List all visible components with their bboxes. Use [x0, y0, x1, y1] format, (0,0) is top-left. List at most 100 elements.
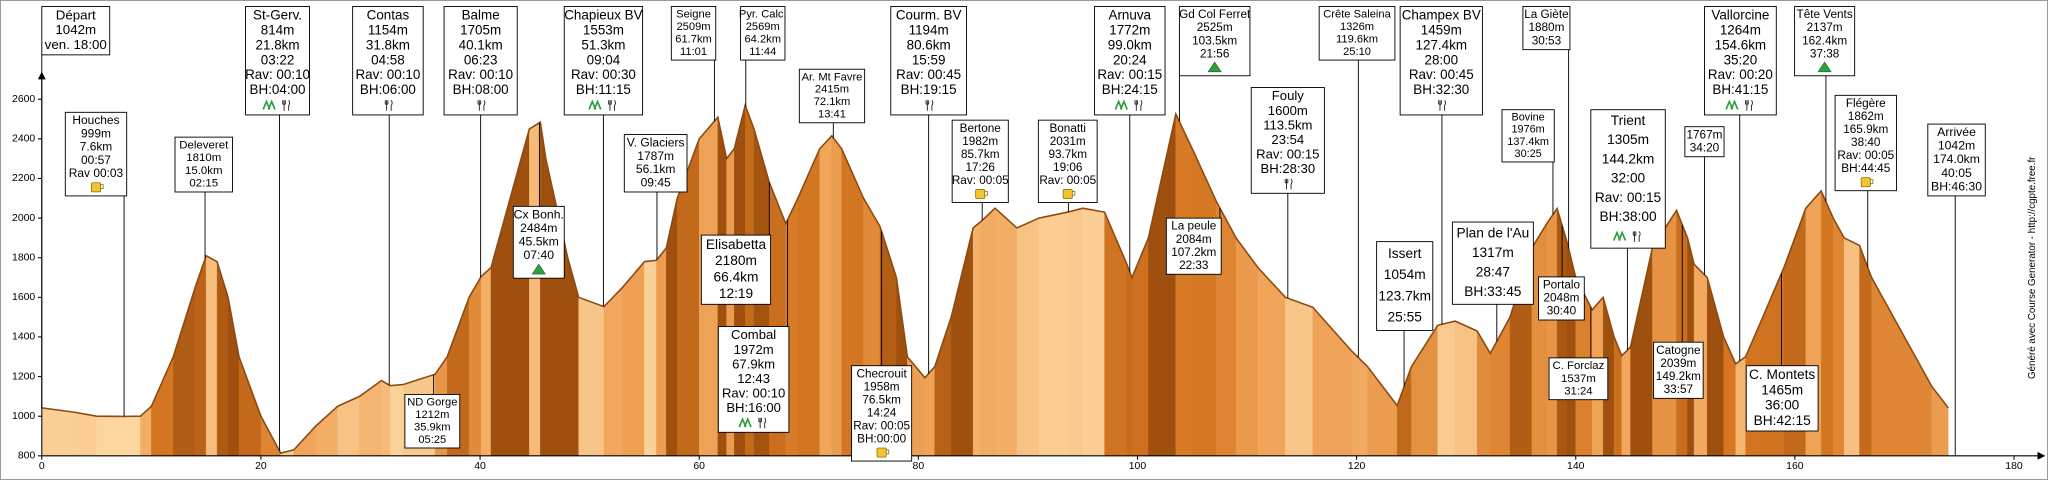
annotation-text: Seigne	[676, 9, 711, 21]
annotation-text: Bovine	[1512, 112, 1545, 124]
profile-segment	[480, 267, 492, 457]
annotation-text: Combal	[731, 327, 776, 342]
annotation-text: 127.4km	[1416, 37, 1467, 52]
annotation-text: 12:19	[719, 286, 753, 301]
annotation-box	[1094, 6, 1166, 116]
annotation-text: 72.1km	[814, 96, 851, 108]
annotation-box	[798, 68, 866, 124]
annotation-text: St-Gerv.	[253, 7, 302, 22]
annotation-box	[1399, 6, 1483, 116]
annotation-text: 37:38	[1810, 47, 1840, 60]
annotation-text: Balme	[462, 7, 500, 22]
annotation-text: 149.2km	[1656, 370, 1701, 383]
annotation-text: 45.5km	[519, 235, 559, 249]
annotation-box	[1653, 341, 1704, 399]
annotation-text: 1705m	[460, 22, 501, 37]
y-tick-label: 2000	[12, 213, 35, 224]
annotation-text: Rav: 00:10	[722, 385, 785, 400]
annotation-text: BH:04:00	[250, 82, 306, 97]
annotation-text: 162.4km	[1802, 34, 1847, 47]
profile-segment	[74, 412, 97, 457]
annotation-text: 32:00	[1611, 171, 1646, 186]
annotation-text: Elisabetta	[706, 237, 767, 252]
profile-segment	[124, 416, 141, 457]
annotation-box	[1704, 6, 1777, 116]
profile-segment	[468, 275, 482, 457]
annotation-text: Crête Saleina	[1323, 9, 1391, 21]
drink-icon-handle	[1870, 179, 1874, 184]
y-tick-label: 2200	[12, 173, 35, 184]
profile-segment	[1621, 346, 1631, 457]
profile-segment	[1820, 190, 1834, 457]
annotation-text: 1958m	[864, 380, 900, 393]
annotation-text: 1810m	[186, 152, 221, 164]
profile-segment	[1082, 207, 1105, 457]
annotation-text: 80.6km	[907, 37, 951, 52]
y-tick-label: 1200	[12, 371, 35, 382]
annotation-text: Flégère	[1846, 97, 1886, 110]
annotation-text: 09:45	[641, 176, 671, 190]
annotation-text: Houches	[72, 113, 119, 127]
annotation-text: 34:20	[1690, 141, 1720, 154]
annotation-text: Chapieux BV	[564, 7, 642, 22]
profile-segment	[797, 148, 820, 457]
annotation-text: 85.7km	[961, 148, 1000, 161]
annotation-text: Checrouit	[856, 367, 907, 380]
fork-icon	[282, 100, 291, 111]
grass-icon	[1612, 230, 1627, 241]
annotation-text: 1767m	[1686, 128, 1722, 141]
profile-segment	[831, 135, 842, 457]
annotation-text: 999m	[81, 126, 111, 140]
profile-segment	[1352, 351, 1368, 457]
annotation-text: 23:54	[1271, 132, 1304, 147]
annotation-text: Départ	[56, 7, 96, 22]
fork-icon	[925, 100, 934, 111]
annotation-text: BH:19:15	[901, 82, 957, 97]
x-tick-label: 120	[1348, 461, 1366, 472]
annotation-text: 1976m	[1512, 124, 1545, 136]
annotation-text: 13:41	[818, 109, 846, 121]
annotation-text: 19:06	[1053, 161, 1083, 174]
annotation-text: Fouly	[1272, 88, 1304, 103]
fork-icon	[1134, 100, 1143, 111]
annotation-box	[1037, 119, 1098, 203]
annotation-text: 103.5km	[1192, 34, 1237, 47]
annotation-text: 1317m	[1472, 245, 1514, 260]
annotation-text: 14:24	[867, 406, 897, 419]
annotation-box	[41, 6, 111, 56]
annotation-box	[1684, 126, 1725, 158]
y-tick-label: 1600	[12, 292, 35, 303]
annotation-text: 2525m	[1197, 21, 1233, 34]
profile-segment	[1235, 237, 1259, 457]
annotation-box	[1745, 365, 1819, 432]
y-tick-label: 1800	[12, 252, 35, 263]
annotation-text: 1972m	[734, 342, 774, 357]
annotation-text: 1054m	[1384, 267, 1426, 282]
annotation-text: 51.3km	[581, 37, 625, 52]
fork-icon	[384, 100, 393, 111]
drink-icon-handle	[1072, 190, 1076, 196]
annotation-text: 1982m	[962, 135, 998, 148]
annotation-text: 25:10	[1343, 46, 1371, 58]
annotation-text: 03:22	[261, 52, 295, 67]
annotation-text: 2180m	[715, 253, 757, 268]
profile-segment	[1833, 217, 1845, 457]
summit-icon	[531, 263, 546, 275]
annotation-text: 814m	[261, 22, 295, 37]
annotation-text: 2509m	[676, 21, 710, 33]
annotation-text: 2415m	[815, 84, 849, 96]
annotation-text: Portalo	[1543, 278, 1581, 291]
x-tick-label: 180	[2005, 461, 2023, 472]
profile-segment	[1175, 113, 1193, 457]
annotation-box	[851, 365, 913, 462]
profile-segment	[1859, 245, 1872, 457]
annotation-text: 2048m	[1543, 292, 1579, 305]
annotation-text: Rav: 00:20	[1708, 67, 1773, 82]
annotation-text: 76.5km	[862, 393, 901, 406]
annotation-box	[1165, 217, 1222, 275]
profile-segment	[972, 221, 981, 457]
annotation-text: 12:43	[737, 371, 770, 386]
annotation-text: Rav: 00:10	[355, 67, 420, 82]
profile-segment	[994, 207, 1018, 457]
annotation-text: BH:06:00	[360, 82, 416, 97]
